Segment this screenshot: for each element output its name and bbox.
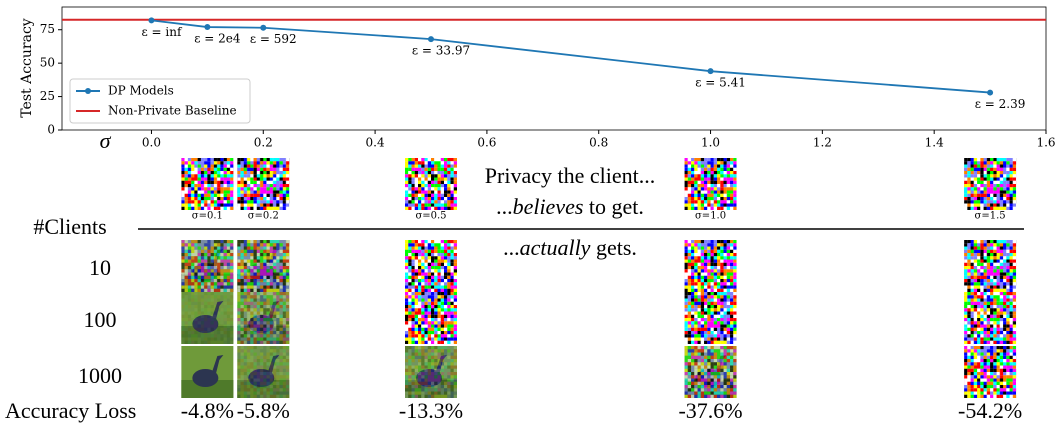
noise-overlay [685,346,737,398]
thumbnail [405,240,457,292]
thumbnail [964,240,1016,292]
data-point [428,36,434,42]
noise-overlay [405,292,457,344]
x-tick-label: 0.6 [477,136,496,150]
noise-overlay [181,158,233,210]
thumbnail [685,240,737,292]
accuracy-loss: -5.8% [237,398,290,423]
thumbnail [237,292,289,344]
thumbnail [181,346,233,398]
legend-label: Non-Private Baseline [108,104,237,118]
thumbnail [237,346,289,398]
noise-overlay [964,292,1016,344]
noise-overlay [685,240,737,292]
x-tick-label: 1.2 [813,136,832,150]
y-tick-label: 75 [40,22,55,36]
noise-overlay [181,292,233,344]
thumbnail [964,158,1016,210]
thumbnail [405,346,457,398]
believed-caption: Privacy the client... [485,163,655,188]
point-label: ε = 2.39 [975,97,1026,111]
point-label: ε = 2e4 [194,32,241,46]
noise-overlay [237,292,289,344]
thumbnail [964,292,1016,344]
point-label: ε = inf [141,25,182,39]
row-label: 1000 [78,363,122,388]
x-tick-label: 0.4 [366,136,385,150]
point-label: ε = 33.97 [412,44,470,58]
sigma-label: σ=0.5 [415,211,446,222]
thumbnail [237,158,289,210]
noise-overlay [181,240,233,292]
noise-overlay [964,240,1016,292]
legend-marker [85,88,91,94]
data-point [987,90,993,96]
x-tick-label: 0.2 [254,136,273,150]
row-label: 10 [89,255,111,280]
y-axis-label: Test Accuracy [19,18,35,117]
y-tick-label: 50 [40,56,55,70]
believes-caption: ...believes to get. [496,194,644,219]
data-point [148,17,154,23]
row-label: 100 [84,307,117,332]
point-label: ε = 592 [250,32,297,46]
caption-part: actually [520,235,591,260]
sigma-label: σ=1.0 [695,211,726,222]
noise-overlay [685,292,737,344]
noise-overlay [405,158,457,210]
thumbnail [685,346,737,398]
thumbnail [405,292,457,344]
legend-label: DP Models [108,84,174,98]
sigma-label: σ=0.1 [192,211,223,222]
sigma-symbol: σ [100,128,112,153]
series-line [151,20,990,92]
x-tick-label: 1.0 [701,136,720,150]
actually-caption: ...actually gets. [503,235,637,260]
x-tick-label: 1.4 [925,136,944,150]
thumbnail [685,158,737,210]
x-tick-label: 0.8 [589,136,608,150]
rows-header: #Clients [33,214,106,239]
thumbnail [237,240,289,292]
thumbnail [181,240,233,292]
caption-part: gets. [590,235,636,260]
caption-part: believes [513,194,584,219]
caption-part: ... [503,235,520,260]
figure: Test Accuracy σ Privacy the client... ..… [0,0,1056,430]
thumbnail [964,346,1016,398]
data-point [708,68,714,74]
accuracy-loss: -13.3% [399,398,463,423]
thumbnail [181,158,233,210]
x-tick-label: 0.0 [142,136,161,150]
sigma-label: σ=0.2 [248,211,279,222]
data-point [260,25,266,31]
noise-overlay [685,158,737,210]
caption-part: ... [496,194,513,219]
y-tick-label: 0 [47,123,55,137]
loss-header: Accuracy Loss [5,398,136,423]
thumbnail [405,158,457,210]
caption-part: to get. [583,194,644,219]
noise-overlay [237,158,289,210]
noise-overlay [964,158,1016,210]
sigma-label: σ=1.5 [975,211,1006,222]
noise-overlay [964,346,1016,398]
point-label: ε = 5.41 [695,76,746,90]
y-tick-label: 25 [40,89,55,103]
noise-overlay [405,346,457,398]
noise-overlay [237,346,289,398]
noise-overlay [405,240,457,292]
noise-overlay [237,240,289,292]
accuracy-loss: -37.6% [678,398,742,423]
thumbnail [685,292,737,344]
accuracy-loss: -4.8% [181,398,234,423]
x-tick-label: 1.6 [1036,136,1055,150]
accuracy-loss: -54.2% [958,398,1022,423]
data-point [204,24,210,30]
thumbnail [181,292,233,344]
